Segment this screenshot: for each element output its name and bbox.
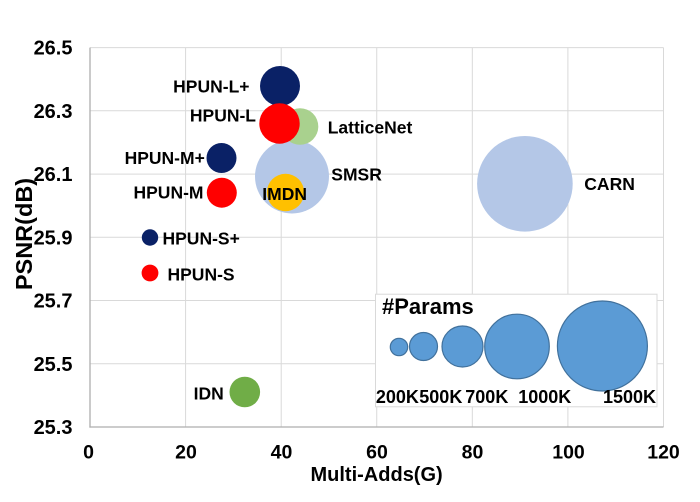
svg-text:HPUN-M+: HPUN-M+ bbox=[125, 148, 205, 168]
svg-text:25.9: 25.9 bbox=[34, 227, 73, 249]
svg-text:IDN: IDN bbox=[194, 384, 224, 404]
svg-text:60: 60 bbox=[366, 442, 388, 464]
svg-text:Multi-Adds(G): Multi-Adds(G) bbox=[311, 464, 443, 486]
svg-text:1500K: 1500K bbox=[603, 387, 656, 407]
svg-text:CARN: CARN bbox=[584, 174, 635, 194]
svg-text:500K: 500K bbox=[419, 387, 462, 407]
svg-text:HPUN-S: HPUN-S bbox=[168, 264, 235, 284]
svg-text:1000K: 1000K bbox=[518, 387, 571, 407]
svg-text:LatticeNet: LatticeNet bbox=[328, 117, 413, 137]
svg-text:25.5: 25.5 bbox=[34, 354, 73, 376]
svg-text:120: 120 bbox=[647, 442, 680, 464]
svg-text:25.7: 25.7 bbox=[34, 291, 73, 313]
svg-text:PSNR(dB): PSNR(dB) bbox=[11, 178, 37, 290]
svg-text:SMSR: SMSR bbox=[331, 165, 382, 185]
svg-text:200K: 200K bbox=[376, 387, 419, 407]
svg-text:20: 20 bbox=[175, 442, 197, 464]
svg-text:700K: 700K bbox=[465, 387, 508, 407]
svg-text:HPUN-M: HPUN-M bbox=[134, 183, 204, 203]
svg-text:0: 0 bbox=[83, 442, 94, 464]
svg-text:80: 80 bbox=[462, 442, 484, 464]
svg-text:IMDN: IMDN bbox=[262, 184, 307, 204]
svg-text:25.3: 25.3 bbox=[34, 417, 73, 439]
svg-text:#Params: #Params bbox=[382, 294, 474, 319]
svg-text:26.3: 26.3 bbox=[34, 101, 73, 123]
svg-text:26.5: 26.5 bbox=[34, 38, 73, 60]
svg-text:40: 40 bbox=[271, 442, 293, 464]
svg-text:26.1: 26.1 bbox=[34, 164, 73, 186]
svg-text:HPUN-S+: HPUN-S+ bbox=[163, 228, 240, 248]
svg-text:100: 100 bbox=[552, 442, 585, 464]
svg-text:HPUN-L: HPUN-L bbox=[190, 106, 256, 126]
svg-text:HPUN-L+: HPUN-L+ bbox=[173, 76, 249, 96]
